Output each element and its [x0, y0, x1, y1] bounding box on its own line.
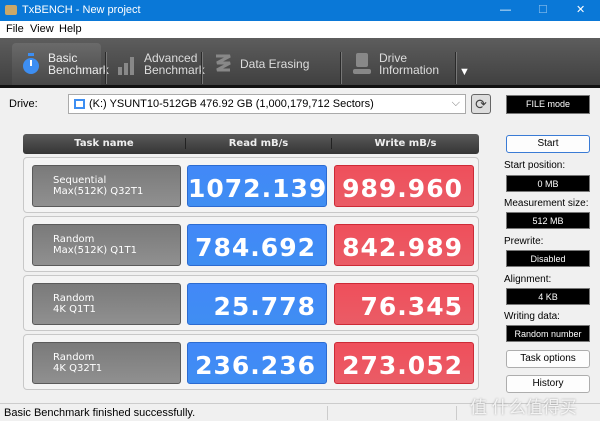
- drive-select-value: (K:) YSUNT10-512GB 476.92 GB (1,000,179,…: [89, 98, 374, 110]
- start-button[interactable]: Start: [506, 135, 590, 153]
- drive-info-icon: [353, 53, 371, 75]
- prewrite-value[interactable]: Disabled: [506, 250, 590, 267]
- tab-label: Benchmark: [48, 63, 109, 77]
- writing-data-value[interactable]: Random number: [506, 325, 590, 342]
- start-position-label: Start position:: [504, 160, 566, 171]
- table-header: Task name Read mB/s Write mB/s: [23, 134, 479, 154]
- close-button[interactable]: ✕: [576, 4, 586, 16]
- tab-label: Basic: [48, 51, 78, 65]
- start-position-value[interactable]: 0 MB: [506, 175, 590, 192]
- maximize-button[interactable]: ☐: [538, 4, 548, 16]
- status-text: Basic Benchmark finished successfully.: [4, 407, 196, 419]
- header-task-name: Task name: [74, 138, 134, 149]
- watermark: 值 什么值得买: [470, 398, 577, 417]
- task-button[interactable]: Random 4K Q1T1: [32, 283, 181, 325]
- read-value: 25.778: [187, 283, 327, 325]
- status-bar: Basic Benchmark finished successfully.: [0, 403, 600, 421]
- alignment-value[interactable]: 4 KB: [506, 288, 590, 305]
- tab-basic-benchmark[interactable]: Basic Benchmark: [12, 43, 109, 85]
- menu-file[interactable]: File: [6, 23, 24, 35]
- tab-advanced-benchmark[interactable]: Advanced Benchmark: [108, 43, 205, 85]
- table-row: Random 4K Q32T1 236.236 273.052: [23, 334, 479, 390]
- alignment-label: Alignment:: [504, 274, 552, 285]
- header-write: Write mB/s: [331, 138, 479, 149]
- drive-icon: [74, 99, 85, 109]
- prewrite-label: Prewrite:: [504, 236, 544, 247]
- tab-label: Benchmark: [144, 63, 205, 77]
- read-value: 1072.139: [187, 165, 327, 207]
- menu-view[interactable]: View: [30, 23, 54, 35]
- refresh-button[interactable]: ⟳: [471, 94, 491, 114]
- read-value: 784.692: [187, 224, 327, 266]
- more-tabs-dropdown-icon[interactable]: ▼: [459, 66, 470, 78]
- task-options-button[interactable]: Task options: [506, 350, 590, 368]
- write-value: 273.052: [334, 342, 474, 384]
- history-button[interactable]: History: [506, 375, 590, 393]
- status-divider: [456, 406, 457, 420]
- writing-data-label: Writing data:: [504, 311, 560, 322]
- task-button[interactable]: Random 4K Q32T1: [32, 342, 181, 384]
- tab-drive-information[interactable]: Drive Information: [343, 43, 453, 85]
- tab-data-erasing[interactable]: Data Erasing: [204, 43, 334, 85]
- read-value: 236.236: [187, 342, 327, 384]
- tab-label: Advanced: [144, 51, 198, 65]
- minimize-button[interactable]: —: [500, 4, 511, 16]
- table-row: Random Max(512K) Q1T1 784.692 842.989: [23, 216, 479, 272]
- write-value: 842.989: [334, 224, 474, 266]
- tab-label: Information: [379, 63, 440, 77]
- tab-label: Drive: [379, 51, 408, 65]
- table-row: Random 4K Q1T1 25.778 76.345: [23, 275, 479, 331]
- menu-help[interactable]: Help: [59, 23, 82, 35]
- table-row: Sequential Max(512K) Q32T1 1072.139 989.…: [23, 157, 479, 213]
- tab-label: Data Erasing: [240, 57, 310, 71]
- menu-bar: File View Help: [0, 21, 600, 38]
- file-mode-indicator: FILE mode: [506, 95, 590, 114]
- stopwatch-icon: [22, 53, 40, 75]
- task-button[interactable]: Sequential Max(512K) Q32T1: [32, 165, 181, 207]
- drive-select[interactable]: (K:) YSUNT10-512GB 476.92 GB (1,000,179,…: [68, 94, 466, 114]
- eraser-icon: [214, 53, 232, 75]
- status-divider: [327, 406, 328, 420]
- task-button[interactable]: Random Max(512K) Q1T1: [32, 224, 181, 266]
- write-value: 76.345: [334, 283, 474, 325]
- drive-label: Drive:: [9, 98, 38, 110]
- title-bar: TxBENCH - New project — ☐ ✕: [0, 0, 600, 21]
- chevron-down-icon: ⌵: [451, 97, 460, 109]
- header-read: Read mB/s: [185, 138, 331, 149]
- measurement-size-value[interactable]: 512 MB: [506, 212, 590, 229]
- bar-chart-icon: [118, 53, 136, 75]
- write-value: 989.960: [334, 165, 474, 207]
- window-title: TxBENCH - New project: [22, 4, 141, 16]
- refresh-icon: ⟳: [475, 96, 487, 112]
- measurement-size-label: Measurement size:: [504, 198, 589, 209]
- toolbar: Basic Benchmark Advanced Benchmark Data Er…: [0, 38, 600, 88]
- app-icon: [5, 5, 17, 15]
